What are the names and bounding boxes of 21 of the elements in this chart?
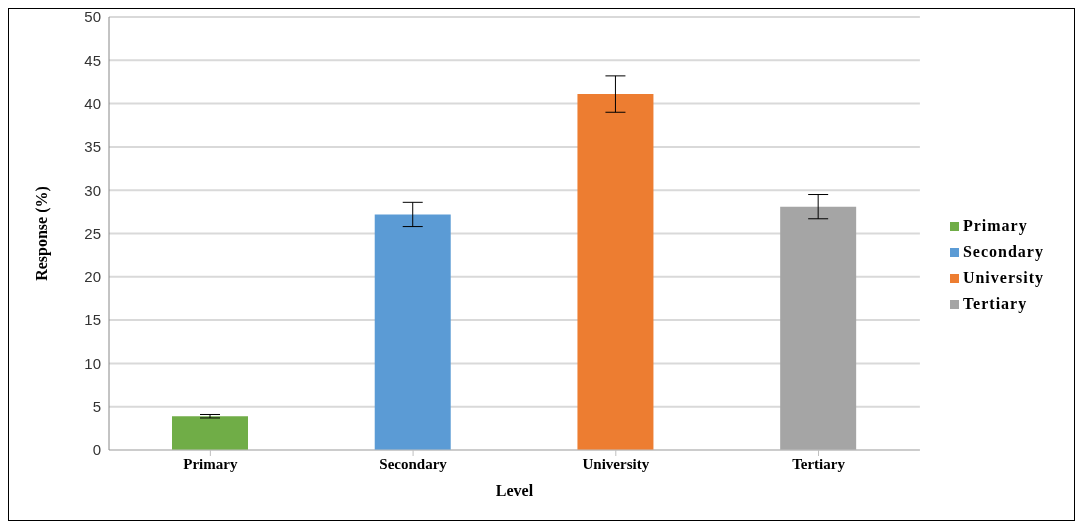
y-tick-label: 30: [84, 181, 101, 199]
y-tick-label: 25: [84, 224, 101, 242]
x-tick-label: University: [582, 455, 650, 472]
x-axis-title: Level: [495, 482, 534, 499]
legend-label: Primary: [962, 216, 1028, 234]
x-tick-label: Tertiary: [792, 455, 846, 472]
y-tick-label: 45: [84, 51, 101, 69]
legend-label: Tertiary: [962, 294, 1028, 312]
legend-label: University: [962, 268, 1044, 286]
y-tick-label: 15: [84, 311, 101, 329]
y-tick-label: 0: [92, 441, 101, 459]
y-tick-label: 50: [84, 8, 101, 26]
y-tick-label: 20: [84, 268, 101, 286]
y-tick-label: 10: [84, 354, 101, 372]
y-tick-label: 5: [92, 398, 101, 416]
y-tick-label: 40: [84, 94, 101, 112]
x-tick-label: Secondary: [379, 455, 448, 472]
y-tick-label: 35: [84, 138, 101, 156]
x-tick-label: Primary: [183, 455, 238, 472]
y-axis-title: Response (%): [32, 186, 51, 281]
legend-label: Secondary: [962, 242, 1044, 260]
